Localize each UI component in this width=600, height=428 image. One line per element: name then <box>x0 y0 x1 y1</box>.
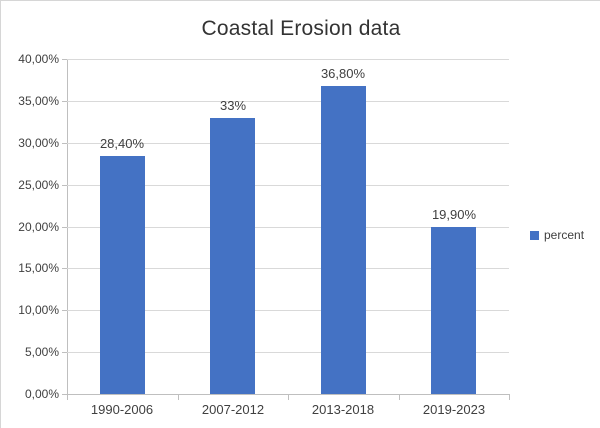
gridline <box>67 185 509 186</box>
gridline <box>67 310 509 311</box>
bar <box>210 118 255 394</box>
y-axis-label: 5,00% <box>24 345 59 359</box>
gridline <box>67 59 509 60</box>
gridline <box>67 227 509 228</box>
bar-value-label: 33% <box>219 98 247 113</box>
legend-swatch-icon <box>530 230 539 240</box>
y-axis-tick <box>62 101 67 102</box>
gridline <box>67 143 509 144</box>
bar <box>100 156 145 394</box>
y-axis-tick <box>62 394 67 395</box>
bar <box>321 86 366 394</box>
y-axis-label: 35,00% <box>18 94 59 108</box>
y-axis-label: 30,00% <box>18 136 59 150</box>
gridline <box>67 268 509 269</box>
x-axis-label: 2007-2012 <box>201 402 265 417</box>
y-axis-tick <box>62 310 67 311</box>
bar-value-label: 36,80% <box>320 66 366 81</box>
bar-value-label: 28,40% <box>99 136 145 151</box>
gridline <box>67 352 509 353</box>
x-axis-tick <box>399 395 400 400</box>
x-axis-tick <box>288 395 289 400</box>
chart-title: Coastal Erosion data <box>201 17 401 40</box>
y-axis-label: 15,00% <box>18 261 59 275</box>
bar-value-label: 19,90% <box>431 207 477 222</box>
x-axis-label: 2019-2023 <box>422 402 486 417</box>
y-axis-tick <box>62 268 67 269</box>
y-axis-tick <box>62 352 67 353</box>
x-axis-tick <box>178 395 179 400</box>
gridline <box>67 101 509 102</box>
x-axis-label: 2013-2018 <box>311 402 375 417</box>
y-axis-label: 25,00% <box>18 178 59 192</box>
legend: percent <box>530 228 584 242</box>
y-axis-label: 0,00% <box>24 387 59 401</box>
legend-label: percent <box>544 228 585 242</box>
y-axis-label: 10,00% <box>18 303 59 317</box>
y-axis-tick <box>62 59 67 60</box>
x-axis-tick <box>509 395 510 400</box>
y-axis-tick <box>62 143 67 144</box>
y-axis-tick <box>62 185 67 186</box>
y-axis-tick <box>62 227 67 228</box>
y-axis-label: 20,00% <box>18 220 59 234</box>
x-axis-label: 1990-2006 <box>90 402 154 417</box>
bar <box>431 227 476 394</box>
y-axis-label: 40,00% <box>18 52 59 66</box>
x-axis-tick <box>67 395 68 400</box>
